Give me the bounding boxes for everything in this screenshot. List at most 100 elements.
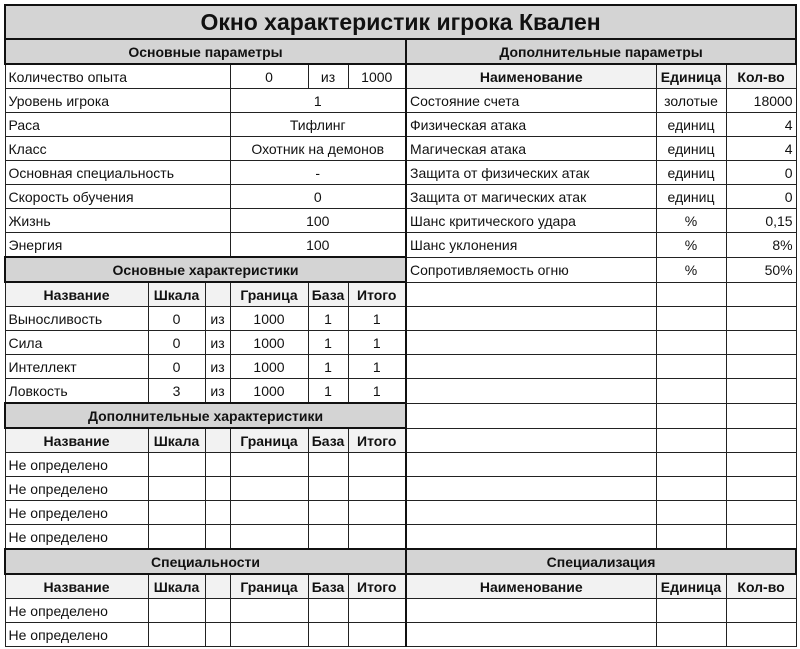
param-qty[interactable]: 8% — [725, 232, 797, 258]
empty-cell[interactable] — [405, 622, 657, 647]
page-title[interactable]: Окно характеристик игрока Квален — [3, 4, 798, 40]
column-header[interactable]: Кол-во — [725, 63, 797, 89]
stat-name[interactable]: Не определено — [4, 598, 149, 623]
stat-value[interactable]: 1 — [307, 378, 349, 404]
param-unit[interactable]: % — [655, 208, 727, 233]
stat-value[interactable] — [347, 476, 407, 501]
stat-value[interactable]: 3 — [147, 378, 206, 404]
empty-cell[interactable] — [655, 476, 727, 501]
empty-cell[interactable] — [405, 281, 657, 307]
stat-value[interactable]: 0 — [147, 354, 206, 379]
stat-value[interactable] — [204, 598, 231, 623]
stat-value[interactable] — [229, 598, 309, 623]
stat-value[interactable]: 1 — [347, 306, 407, 331]
empty-cell[interactable] — [655, 598, 727, 623]
column-header[interactable]: База — [307, 573, 349, 599]
column-header[interactable]: Шкала — [147, 573, 206, 599]
stat-value[interactable] — [204, 500, 231, 525]
param-name[interactable]: Магическая атака — [405, 136, 657, 161]
empty-cell[interactable] — [725, 306, 797, 331]
stat-value[interactable]: из — [204, 330, 231, 355]
stat-value[interactable]: 1 — [307, 306, 349, 331]
empty-cell[interactable] — [405, 306, 657, 331]
param-name[interactable]: Состояние счета — [405, 88, 657, 113]
stat-value[interactable] — [307, 524, 349, 550]
empty-cell[interactable] — [655, 378, 727, 404]
param-label[interactable]: Основная специальность — [4, 160, 231, 185]
param-label[interactable]: Раса — [4, 112, 231, 137]
empty-cell[interactable] — [725, 427, 797, 453]
param-label[interactable]: Энергия — [4, 232, 231, 258]
param-unit[interactable]: единиц — [655, 136, 727, 161]
stat-name[interactable]: Сила — [4, 330, 149, 355]
stat-name[interactable]: Интеллект — [4, 354, 149, 379]
stat-value[interactable]: 1 — [347, 354, 407, 379]
empty-cell[interactable] — [655, 306, 727, 331]
stat-value[interactable] — [347, 524, 407, 550]
empty-cell[interactable] — [655, 622, 727, 647]
stat-value[interactable] — [147, 452, 206, 477]
empty-cell[interactable] — [725, 378, 797, 404]
param-qty[interactable]: 0 — [725, 184, 797, 209]
empty-cell[interactable] — [725, 500, 797, 525]
stat-name[interactable]: Не определено — [4, 500, 149, 525]
empty-cell[interactable] — [405, 500, 657, 525]
column-header[interactable]: Наименование — [405, 573, 657, 599]
column-header[interactable]: Шкала — [147, 281, 206, 307]
stat-value[interactable] — [307, 622, 349, 647]
empty-cell[interactable] — [405, 427, 657, 453]
stat-value[interactable] — [347, 452, 407, 477]
param-qty[interactable]: 0,15 — [725, 208, 797, 233]
param-unit[interactable]: золотые — [655, 88, 727, 113]
param-unit[interactable]: % — [655, 256, 727, 283]
empty-cell[interactable] — [655, 330, 727, 355]
column-header[interactable]: База — [307, 281, 349, 307]
stat-value[interactable] — [307, 476, 349, 501]
column-header[interactable]: Единица — [655, 573, 727, 599]
param-name[interactable]: Физическая атака — [405, 112, 657, 137]
column-header[interactable] — [204, 573, 231, 599]
stat-value[interactable] — [347, 598, 407, 623]
stat-value[interactable] — [204, 622, 231, 647]
param-value[interactable]: - — [229, 160, 407, 185]
param-label[interactable]: Количество опыта — [4, 63, 231, 89]
param-label[interactable]: Уровень игрока — [4, 88, 231, 113]
empty-cell[interactable] — [655, 524, 727, 550]
param-name[interactable]: Защита от физических атак — [405, 160, 657, 185]
param-value[interactable]: 100 — [229, 208, 407, 233]
column-header[interactable]: Граница — [229, 427, 309, 453]
stat-value[interactable]: 1000 — [229, 306, 309, 331]
column-header[interactable]: Название — [4, 281, 149, 307]
column-header[interactable]: Название — [4, 427, 149, 453]
stat-value[interactable] — [347, 622, 407, 647]
experience-value[interactable]: 0 — [229, 63, 309, 89]
stat-value[interactable] — [147, 524, 206, 550]
column-header[interactable]: Шкала — [147, 427, 206, 453]
column-header[interactable]: Кол-во — [725, 573, 797, 599]
param-label[interactable]: Класс — [4, 136, 231, 161]
column-header[interactable] — [204, 281, 231, 307]
column-header[interactable]: Единица — [655, 63, 727, 89]
empty-cell[interactable] — [405, 354, 657, 379]
empty-cell[interactable] — [655, 427, 727, 453]
section-header-extra-params[interactable]: Дополнительные параметры — [404, 38, 798, 65]
column-header[interactable]: Граница — [229, 281, 309, 307]
empty-cell[interactable] — [725, 622, 797, 647]
section-header-specialization[interactable]: Специализация — [404, 548, 798, 575]
empty-cell[interactable] — [655, 402, 727, 429]
stat-value[interactable] — [347, 500, 407, 525]
stat-value[interactable] — [147, 476, 206, 501]
empty-cell[interactable] — [725, 330, 797, 355]
param-label[interactable]: Скорость обучения — [4, 184, 231, 209]
param-unit[interactable]: единиц — [655, 112, 727, 137]
stat-value[interactable] — [204, 524, 231, 550]
column-header[interactable]: Итого — [347, 573, 407, 599]
param-name[interactable]: Сопротивляемость огню — [405, 256, 657, 283]
param-name[interactable]: Защита от магических атак — [405, 184, 657, 209]
empty-cell[interactable] — [725, 476, 797, 501]
column-header[interactable]: База — [307, 427, 349, 453]
param-qty[interactable]: 4 — [725, 112, 797, 137]
empty-cell[interactable] — [405, 402, 657, 429]
param-qty[interactable]: 18000 — [725, 88, 797, 113]
empty-cell[interactable] — [405, 330, 657, 355]
